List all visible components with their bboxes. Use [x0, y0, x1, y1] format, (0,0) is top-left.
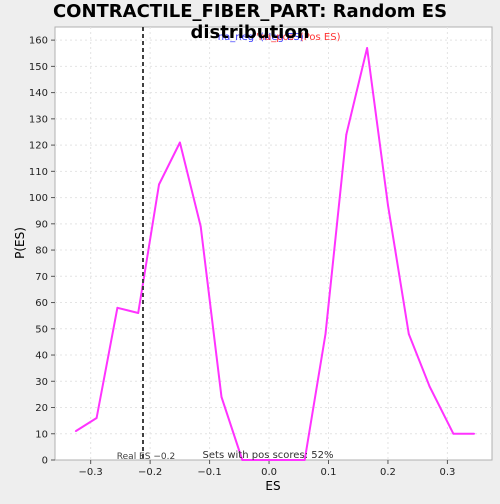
data-point	[407, 333, 410, 335]
x-tick-label: 0.1	[321, 467, 337, 478]
axis-layer: 0 10 20 30 40 50 60 70 80 90 100 110 120 130 140 150 160…	[29, 36, 455, 478]
data-point	[241, 459, 244, 461]
real-es-label: Real ES −0.2	[117, 452, 175, 462]
data-point	[428, 385, 431, 388]
legend-entry-neg: 'na_neg' (Neg ES)	[215, 32, 304, 43]
y-tick-label: 10	[35, 429, 48, 440]
x-axis-label: ES	[265, 479, 280, 493]
x-tick-label: −0.3	[79, 467, 103, 478]
series-line	[75, 47, 475, 461]
x-tick-label: −0.1	[197, 467, 221, 478]
data-point	[220, 396, 223, 398]
x-tick-label: 0.2	[380, 467, 396, 478]
data-point	[74, 430, 77, 433]
y-tick-label: 50	[35, 324, 48, 335]
legend-layer: 'na_neg' (Neg ES)'na_pos' (Pos ES)	[215, 32, 341, 43]
data-point	[178, 141, 181, 144]
x-tick-label: −0.2	[138, 467, 162, 478]
y-tick-label: 90	[35, 219, 48, 230]
x-tick-label: 0.3	[439, 467, 455, 478]
y-tick-label: 40	[35, 351, 48, 362]
y-tick-label: 30	[35, 377, 48, 388]
y-tick-label: 130	[29, 114, 48, 125]
plot-area	[54, 26, 493, 461]
y-tick-label: 120	[29, 141, 48, 152]
data-point	[452, 432, 455, 435]
data-point	[366, 47, 369, 49]
data-point	[262, 459, 264, 461]
vline-layer: Real ES −0.2	[117, 27, 175, 462]
y-axis-label: P(ES)	[13, 227, 27, 259]
y-tick-label: 110	[29, 167, 48, 178]
data-point	[345, 133, 348, 136]
data-point	[324, 333, 327, 335]
data-point	[199, 225, 202, 228]
y-tick-label: 80	[35, 246, 48, 257]
y-tick-label: 0	[42, 456, 48, 467]
y-tick-label: 140	[29, 88, 48, 99]
pos-scores-annotation: Sets with pos scores: 52%	[203, 450, 334, 461]
y-tick-label: 20	[35, 403, 48, 414]
data-point	[473, 432, 476, 435]
data-point	[303, 459, 306, 461]
data-point	[158, 183, 160, 186]
series-layer	[74, 47, 476, 461]
legend-entry-pos: 'na_pos' (Pos ES)	[256, 32, 341, 43]
data-point	[95, 417, 98, 419]
y-tick-label: 60	[35, 298, 48, 309]
data-point	[137, 312, 140, 314]
data-point	[116, 306, 119, 309]
data-point	[387, 204, 389, 207]
chart-title: CONTRACTILE_FIBER_PART: Random ES distri…	[52, 1, 448, 43]
y-tick-label: 70	[35, 272, 48, 283]
y-tick-label: 150	[29, 62, 48, 73]
y-tick-label: 100	[29, 193, 48, 204]
data-point	[283, 459, 285, 461]
x-tick-label: 0.0	[261, 467, 277, 478]
y-tick-label: 160	[29, 36, 48, 47]
